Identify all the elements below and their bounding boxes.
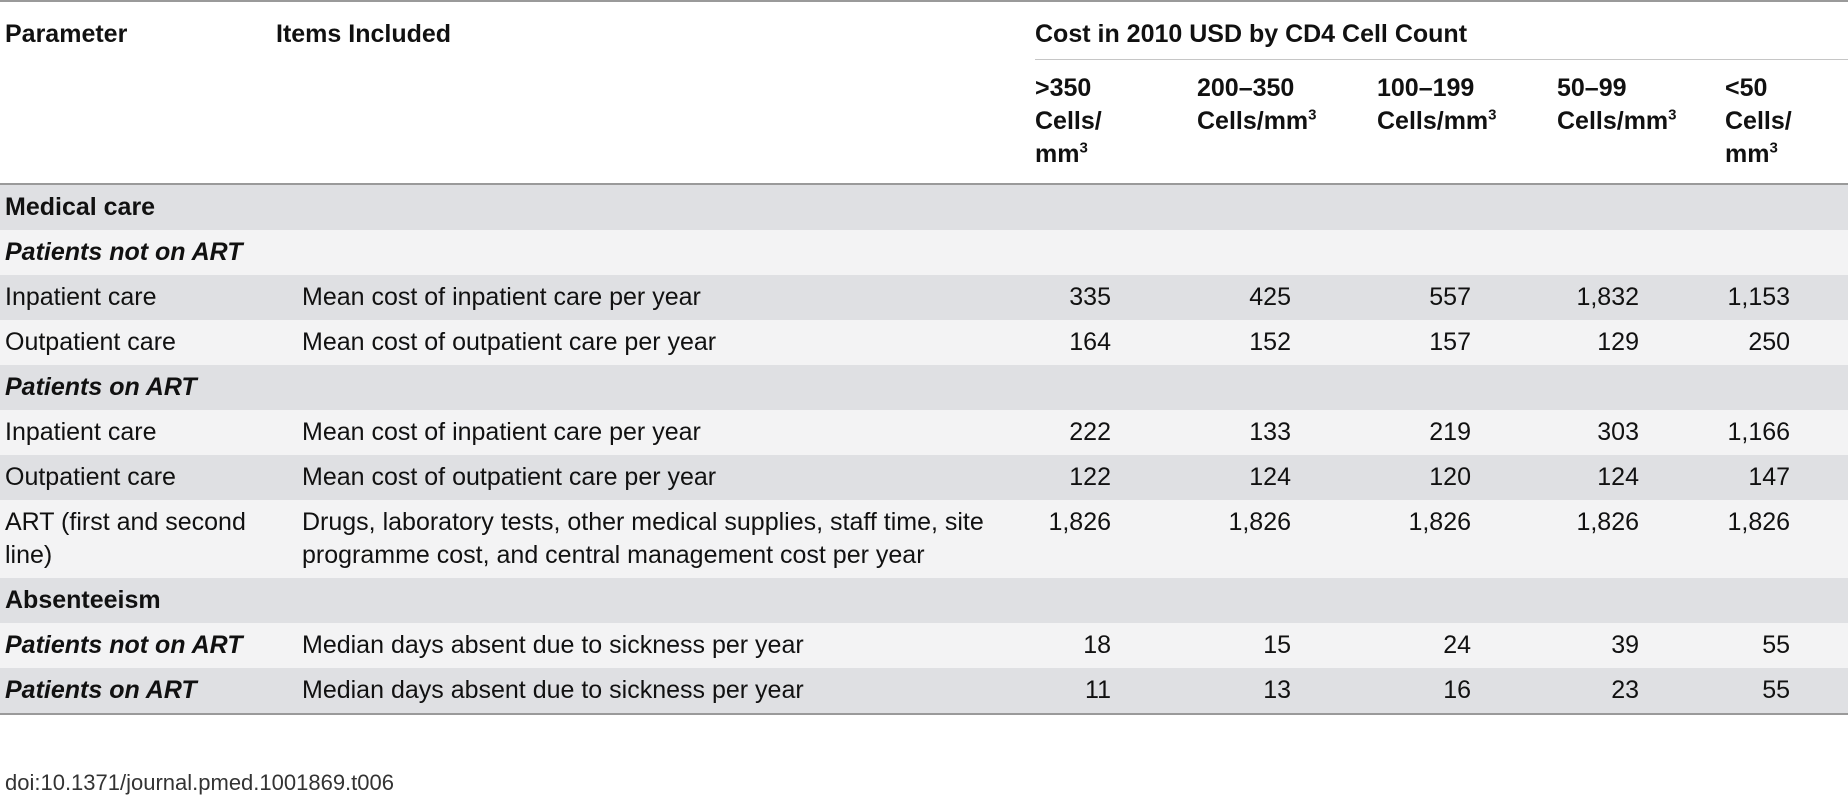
table-row: Inpatient care Mean cost of inpatient ca… (0, 275, 1848, 320)
value-cell: 16 (1346, 668, 1526, 715)
value-cell: 13 (1166, 668, 1346, 715)
section-row-absenteeism: Absenteeism (0, 578, 1848, 623)
value-cell: 1,826 (1694, 500, 1848, 578)
header-cost-group: Cost in 2010 USD by CD4 Cell Count (1004, 0, 1848, 60)
subsection-label: Patients not on ART (0, 230, 271, 275)
header-items-included: Items Included (271, 0, 1004, 60)
header-cd4-100-199: 100–199 Cells/mm3 (1346, 60, 1526, 185)
param-cell: Patients not on ART (0, 623, 271, 668)
value-cell: 23 (1526, 668, 1694, 715)
value-cell: 11 (1004, 668, 1166, 715)
header-subrow: >350 Cells/ mm3 200–350 Cells/mm3 100–19… (0, 60, 1848, 185)
param-cell: Outpatient care (0, 455, 271, 500)
table-row: Outpatient care Mean cost of outpatient … (0, 320, 1848, 365)
items-cell: Mean cost of inpatient care per year (271, 275, 1004, 320)
value-cell: 152 (1166, 320, 1346, 365)
value-cell: 557 (1346, 275, 1526, 320)
param-cell: ART (first and second line) (0, 500, 271, 578)
param-cell: Patients on ART (0, 668, 271, 715)
header-blank-1 (0, 60, 271, 185)
table-row: Patients on ART Median days absent due t… (0, 668, 1848, 715)
section-label: Absenteeism (0, 578, 1848, 623)
value-cell: 124 (1526, 455, 1694, 500)
value-cell: 147 (1694, 455, 1848, 500)
value-cell: 124 (1166, 455, 1346, 500)
empty-cell (271, 365, 1848, 410)
value-cell: 55 (1694, 623, 1848, 668)
header-parameter: Parameter (0, 0, 271, 60)
items-cell: Median days absent due to sickness per y… (271, 623, 1004, 668)
subsection-row-not-on-art: Patients not on ART (0, 230, 1848, 275)
value-cell: 1,832 (1526, 275, 1694, 320)
subsection-label: Patients on ART (0, 365, 271, 410)
table-row: Outpatient care Mean cost of outpatient … (0, 455, 1848, 500)
items-cell: Mean cost of outpatient care per year (271, 320, 1004, 365)
cost-table: Parameter Items Included Cost in 2010 US… (0, 0, 1848, 715)
header-cd4-gt350: >350 Cells/ mm3 (1004, 60, 1166, 185)
value-cell: 1,826 (1346, 500, 1526, 578)
value-cell: 1,826 (1526, 500, 1694, 578)
header-row: Parameter Items Included Cost in 2010 US… (0, 0, 1848, 60)
value-cell: 335 (1004, 275, 1166, 320)
items-cell: Mean cost of outpatient care per year (271, 455, 1004, 500)
section-row-medical-care: Medical care (0, 184, 1848, 230)
header-cd4-50-99: 50–99 Cells/mm3 (1526, 60, 1694, 185)
table-row: Patients not on ART Median days absent d… (0, 623, 1848, 668)
value-cell: 157 (1346, 320, 1526, 365)
items-cell: Median days absent due to sickness per y… (271, 668, 1004, 715)
value-cell: 1,826 (1166, 500, 1346, 578)
value-cell: 1,166 (1694, 410, 1848, 455)
header-cd4-lt50: <50 Cells/ mm3 (1694, 60, 1848, 185)
value-cell: 120 (1346, 455, 1526, 500)
value-cell: 122 (1004, 455, 1166, 500)
header-cd4-200-350: 200–350 Cells/mm3 (1166, 60, 1346, 185)
value-cell: 222 (1004, 410, 1166, 455)
param-cell: Inpatient care (0, 275, 271, 320)
value-cell: 129 (1526, 320, 1694, 365)
value-cell: 425 (1166, 275, 1346, 320)
value-cell: 303 (1526, 410, 1694, 455)
section-label: Medical care (0, 184, 1848, 230)
value-cell: 133 (1166, 410, 1346, 455)
value-cell: 250 (1694, 320, 1848, 365)
param-cell: Inpatient care (0, 410, 271, 455)
param-cell: Outpatient care (0, 320, 271, 365)
items-cell: Mean cost of inpatient care per year (271, 410, 1004, 455)
value-cell: 1,153 (1694, 275, 1848, 320)
table-row: ART (first and second line) Drugs, labor… (0, 500, 1848, 578)
table-row: Inpatient care Mean cost of inpatient ca… (0, 410, 1848, 455)
value-cell: 1,826 (1004, 500, 1166, 578)
value-cell: 219 (1346, 410, 1526, 455)
value-cell: 55 (1694, 668, 1848, 715)
value-cell: 24 (1346, 623, 1526, 668)
value-cell: 15 (1166, 623, 1346, 668)
header-cost-group-label: Cost in 2010 USD by CD4 Cell Count (1035, 18, 1848, 60)
doi-caption: doi:10.1371/journal.pmed.1001869.t006 (5, 770, 394, 795)
header-blank-2 (271, 60, 1004, 185)
subsection-row-on-art: Patients on ART (0, 365, 1848, 410)
items-cell: Drugs, laboratory tests, other medical s… (271, 500, 1004, 578)
value-cell: 164 (1004, 320, 1166, 365)
value-cell: 18 (1004, 623, 1166, 668)
value-cell: 39 (1526, 623, 1694, 668)
empty-cell (271, 230, 1848, 275)
